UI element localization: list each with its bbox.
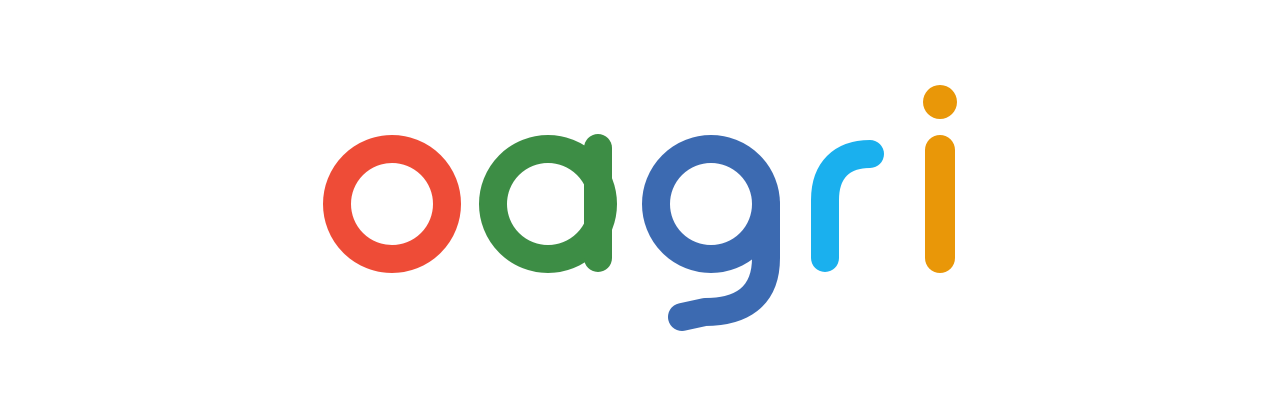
logo-letter-o	[323, 135, 461, 273]
logo-letter-r	[811, 140, 884, 272]
logo-letter-a	[479, 134, 617, 273]
logo-letter-i	[923, 85, 957, 273]
logo-letter-g	[642, 135, 780, 331]
